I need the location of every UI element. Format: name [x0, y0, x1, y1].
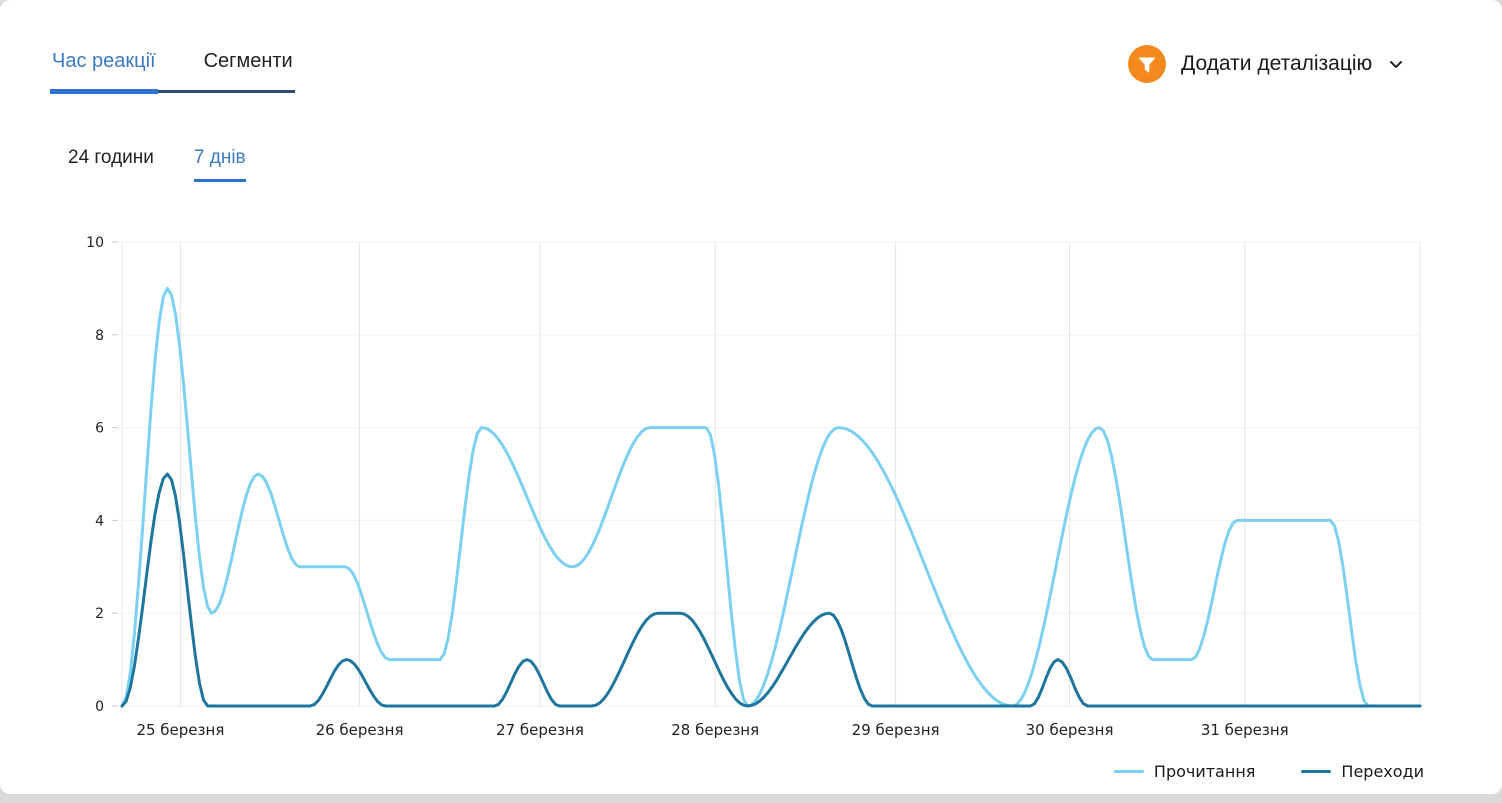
reaction-chart: 0 2 4 6 8 10 25 березня 26 березня 27 березня 28 …: [85, 233, 1430, 758]
x-tick-label: 25 березня: [136, 721, 224, 739]
series-line-0: [120, 286, 1422, 708]
period-7d[interactable]: 7 днів: [193, 147, 246, 182]
y-tick-label: 10: [86, 235, 104, 251]
legend-line-reads-icon: [1113, 770, 1144, 773]
x-tick-label: 30 березня: [1026, 721, 1114, 739]
y-tick-label: 0: [95, 699, 104, 715]
x-tick-label: 29 березня: [852, 721, 940, 739]
legend-item-clicks[interactable]: Переходи: [1301, 762, 1424, 781]
chevron-down-icon: [1389, 60, 1403, 69]
period-24h[interactable]: 24 години: [68, 147, 154, 168]
legend-label-clicks: Переходи: [1341, 762, 1424, 781]
tab-segments[interactable]: Сегменти: [203, 50, 293, 72]
y-tick-label: 8: [95, 328, 104, 344]
add-detail-control[interactable]: Додати деталізацію: [1128, 45, 1403, 83]
legend-item-reads[interactable]: Прочитання: [1113, 762, 1256, 781]
chart-svg: 0 2 4 6 8 10 25 березня 26 березня 27 березня 28 …: [86, 235, 1422, 739]
main-tabs: Час реакції Сегменти: [50, 48, 295, 94]
series-line-1: [120, 472, 1422, 708]
y-tick-label: 6: [95, 421, 104, 437]
add-detail-label: Додати деталізацію: [1181, 52, 1373, 75]
x-tick-label: 28 березня: [671, 721, 759, 739]
x-tick-label: 26 березня: [316, 721, 404, 739]
x-tick-label: 31 березня: [1201, 721, 1289, 739]
y-tick-label: 2: [95, 606, 104, 622]
x-tick-label: 27 березня: [496, 721, 584, 739]
tab-reaction-time[interactable]: Час реакції: [50, 48, 158, 94]
legend-label-reads: Прочитання: [1153, 762, 1256, 781]
y-tick-label: 4: [95, 513, 104, 529]
funnel-icon: [1128, 45, 1166, 83]
period-tabs: 24 години 7 днів: [68, 147, 246, 182]
legend-line-clicks-icon: [1301, 770, 1332, 773]
chart-legend: Прочитання Переходи: [1113, 762, 1424, 781]
